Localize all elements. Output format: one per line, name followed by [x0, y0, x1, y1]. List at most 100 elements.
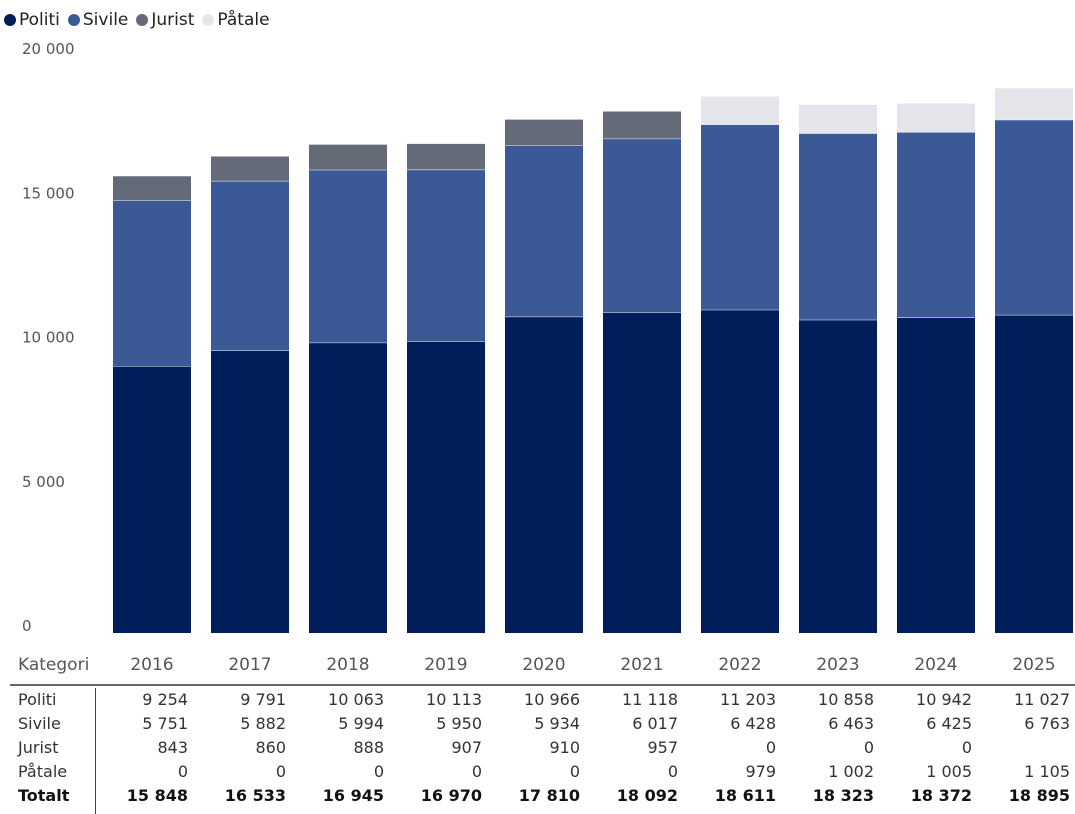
table-cell: 0	[863, 738, 874, 757]
bar-politi-2016[interactable]	[113, 366, 191, 633]
table-cell: 11 027	[1014, 690, 1070, 709]
table-cell: 10 942	[916, 690, 972, 709]
table-cell: 843	[157, 738, 188, 757]
y-axis: 0 5 000 10 000 15 000 20 000	[22, 40, 75, 635]
table-cell: 16 945	[322, 786, 384, 805]
table-cell: 979	[745, 762, 776, 781]
table-cell: 18 372	[910, 786, 972, 805]
table-cell: 0	[177, 762, 188, 781]
table-cell: 888	[353, 738, 384, 757]
bar-sivile-2022[interactable]	[701, 124, 779, 310]
bar-påtale-2023[interactable]	[799, 104, 877, 134]
table-cell: 9 254	[142, 690, 188, 709]
table-cell: 10 063	[328, 690, 384, 709]
row-label: Politi	[18, 690, 57, 709]
table-cell: 15 848	[126, 786, 188, 805]
row-label: Påtale	[18, 762, 68, 781]
table-cell: 18 895	[1008, 786, 1070, 805]
y-tick-label: 15 000	[22, 184, 75, 202]
bar-jurist-2021[interactable]	[603, 111, 681, 139]
y-tick-label: 20 000	[22, 40, 75, 58]
table-cell: 9 791	[240, 690, 286, 709]
table-cell: 0	[471, 762, 482, 781]
legend-label: Sivile	[82, 10, 129, 30]
bar-påtale-2024[interactable]	[897, 102, 975, 132]
bar-påtale-2022[interactable]	[701, 96, 779, 125]
bar-politi-2017[interactable]	[211, 350, 289, 633]
table-cell: 6 017	[632, 714, 678, 733]
table-cell: 1 005	[926, 762, 972, 781]
table-cell: 18 323	[812, 786, 874, 805]
bar-jurist-2017[interactable]	[211, 156, 289, 181]
table-cell: 0	[961, 738, 972, 757]
table-cell: 957	[647, 738, 678, 757]
bar-sivile-2021[interactable]	[603, 138, 681, 313]
bar-sivile-2020[interactable]	[505, 145, 583, 317]
legend-item-politi[interactable]: Politi	[4, 10, 60, 30]
bar-politi-2018[interactable]	[309, 342, 387, 633]
table-cell: 860	[255, 738, 286, 757]
table-row: Påtale 0 0 0 0 0 0 979 1 002 1 005 1 105	[0, 760, 1075, 784]
y-tick-label: 5 000	[22, 473, 65, 491]
table-row: Sivile 5 751 5 882 5 994 5 950 5 934 6 017 6 42…	[0, 712, 1075, 736]
table-cell: 6 425	[926, 714, 972, 733]
table-cell: 0	[765, 738, 776, 757]
x-tick-label-2024: 2024	[914, 655, 957, 675]
table-cell: 5 882	[240, 714, 286, 733]
table-cell: 17 810	[518, 786, 580, 805]
table-cell: 6 428	[730, 714, 776, 733]
table-cell: 6 463	[828, 714, 874, 733]
legend: Politi Sivile Jurist Påtale	[4, 10, 270, 30]
table-cell: 1 105	[1024, 762, 1070, 781]
bar-sivile-2024[interactable]	[897, 131, 975, 318]
legend-swatch	[202, 14, 215, 26]
bar-politi-2025[interactable]	[995, 314, 1073, 633]
legend-swatch	[67, 14, 80, 26]
table-cell: 11 203	[720, 690, 776, 709]
legend-item-påtale[interactable]: Påtale	[202, 10, 270, 30]
table-cell: 10 966	[524, 690, 580, 709]
y-tick-label: 10 000	[22, 329, 75, 347]
legend-item-sivile[interactable]: Sivile	[67, 10, 129, 30]
table-cell: 0	[569, 762, 580, 781]
bar-politi-2024[interactable]	[897, 317, 975, 633]
bar-politi-2022[interactable]	[701, 309, 779, 633]
x-tick-label-2020: 2020	[522, 655, 565, 675]
bar-politi-2020[interactable]	[505, 316, 583, 633]
table-cell: 11 118	[622, 690, 678, 709]
legend-label: Jurist	[151, 10, 195, 30]
bar-sivile-2017[interactable]	[211, 180, 289, 351]
bar-jurist-2019[interactable]	[407, 143, 485, 170]
x-tick-label-2019: 2019	[424, 655, 467, 675]
x-tick-label-2025: 2025	[1012, 655, 1055, 675]
bar-påtale-2025[interactable]	[995, 87, 1073, 120]
bar-area	[113, 87, 1073, 633]
x-axis: Kategori 2016 2017 2018 2019 2020 2021 2022 202…	[18, 655, 1056, 675]
legend-swatch	[136, 14, 149, 26]
bar-politi-2019[interactable]	[407, 341, 485, 633]
bar-jurist-2016[interactable]	[113, 175, 191, 201]
bar-sivile-2023[interactable]	[799, 133, 877, 320]
table-cell: 10 858	[818, 690, 874, 709]
bar-jurist-2020[interactable]	[505, 119, 583, 146]
table-vertical-divider	[95, 688, 96, 814]
bar-politi-2021[interactable]	[603, 312, 681, 633]
bar-politi-2023[interactable]	[799, 319, 877, 633]
table-cell: 907	[451, 738, 482, 757]
category-header-label: Kategori	[18, 655, 89, 675]
table-cell: 18 611	[714, 786, 776, 805]
y-tick-label: 0	[22, 617, 32, 635]
x-tick-label-2017: 2017	[228, 655, 271, 675]
table-total-row: Totalt 15 848 16 533 16 945 16 970 17 810 18 0…	[0, 784, 1075, 808]
table-cell: 16 533	[224, 786, 286, 805]
stacked-bar-chart: 0 5 000 10 000 15 000 20 000 Kategori 2016 20…	[18, 40, 1073, 675]
bar-sivile-2018[interactable]	[309, 169, 387, 343]
bar-sivile-2016[interactable]	[113, 200, 191, 367]
bar-sivile-2025[interactable]	[995, 119, 1073, 315]
legend-label: Påtale	[217, 10, 270, 30]
table-cell: 5 751	[142, 714, 188, 733]
legend-item-jurist[interactable]: Jurist	[136, 10, 194, 30]
bar-jurist-2018[interactable]	[309, 144, 387, 170]
bar-sivile-2019[interactable]	[407, 169, 485, 342]
x-tick-label-2022: 2022	[718, 655, 761, 675]
